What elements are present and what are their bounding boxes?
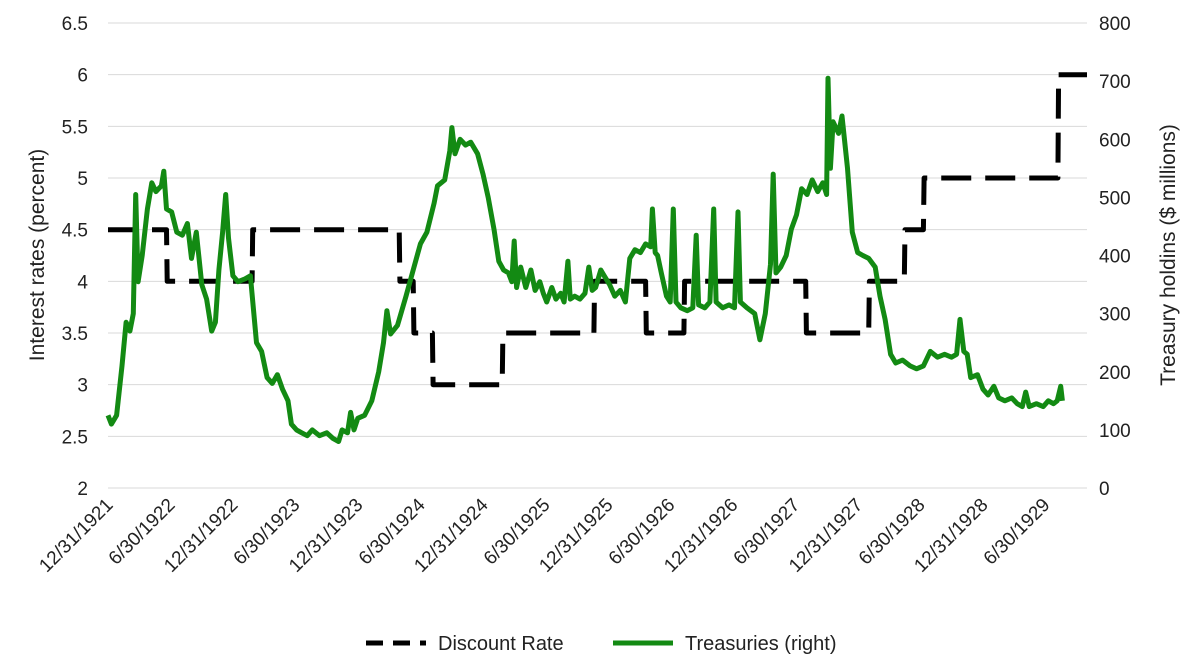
series-layer xyxy=(105,72,1087,444)
legend-label-discount-rate: Discount Rate xyxy=(438,633,564,655)
left-tick-label: 5.5 xyxy=(62,117,88,138)
left-axis-ticks: 2 2.5 3 3.5 4 4.5 5 5.5 6 6.5 xyxy=(62,14,89,500)
right-tick-label: 100 xyxy=(1099,421,1131,442)
right-tick-label: 200 xyxy=(1099,363,1131,384)
left-tick-label: 6 xyxy=(77,66,88,87)
left-tick-label: 4 xyxy=(77,272,88,293)
left-tick-label: 5 xyxy=(77,169,88,190)
series-line-treasuries xyxy=(105,75,1065,444)
series-line-discount-rate xyxy=(108,72,1087,388)
left-tick-label: 4.5 xyxy=(62,221,88,242)
right-tick-label: 500 xyxy=(1099,188,1131,209)
legend-label-treasuries: Treasuries (right) xyxy=(685,633,837,655)
right-tick-label: 0 xyxy=(1099,479,1110,500)
right-axis-ticks: 0 100 200 300 400 500 600 700 800 xyxy=(1099,14,1131,500)
left-tick-label: 3.5 xyxy=(62,324,88,345)
right-tick-label: 300 xyxy=(1099,305,1131,326)
right-axis-title: Treasury holdins ($ millions) xyxy=(1157,124,1180,386)
x-tick-label: 6/30/1929 xyxy=(980,495,1055,570)
left-tick-label: 3 xyxy=(77,376,88,397)
left-tick-label: 2 xyxy=(77,479,88,500)
left-tick-label: 2.5 xyxy=(62,427,88,448)
right-tick-label: 600 xyxy=(1099,130,1131,151)
left-axis-title: Interest rates (percent) xyxy=(26,149,49,361)
legend: Discount Rate Treasuries (right) xyxy=(366,633,837,655)
x-tick-label: 12/31/1921 xyxy=(35,495,117,577)
legend-item-treasuries: Treasuries (right) xyxy=(613,633,837,655)
right-tick-label: 400 xyxy=(1099,247,1131,268)
legend-item-discount-rate: Discount Rate xyxy=(366,633,564,655)
right-tick-label: 800 xyxy=(1099,14,1131,35)
right-tick-label: 700 xyxy=(1099,72,1131,93)
left-tick-label: 6.5 xyxy=(62,14,88,35)
x-axis-ticks: 12/31/19216/30/192212/31/19226/30/192312… xyxy=(35,494,1054,576)
